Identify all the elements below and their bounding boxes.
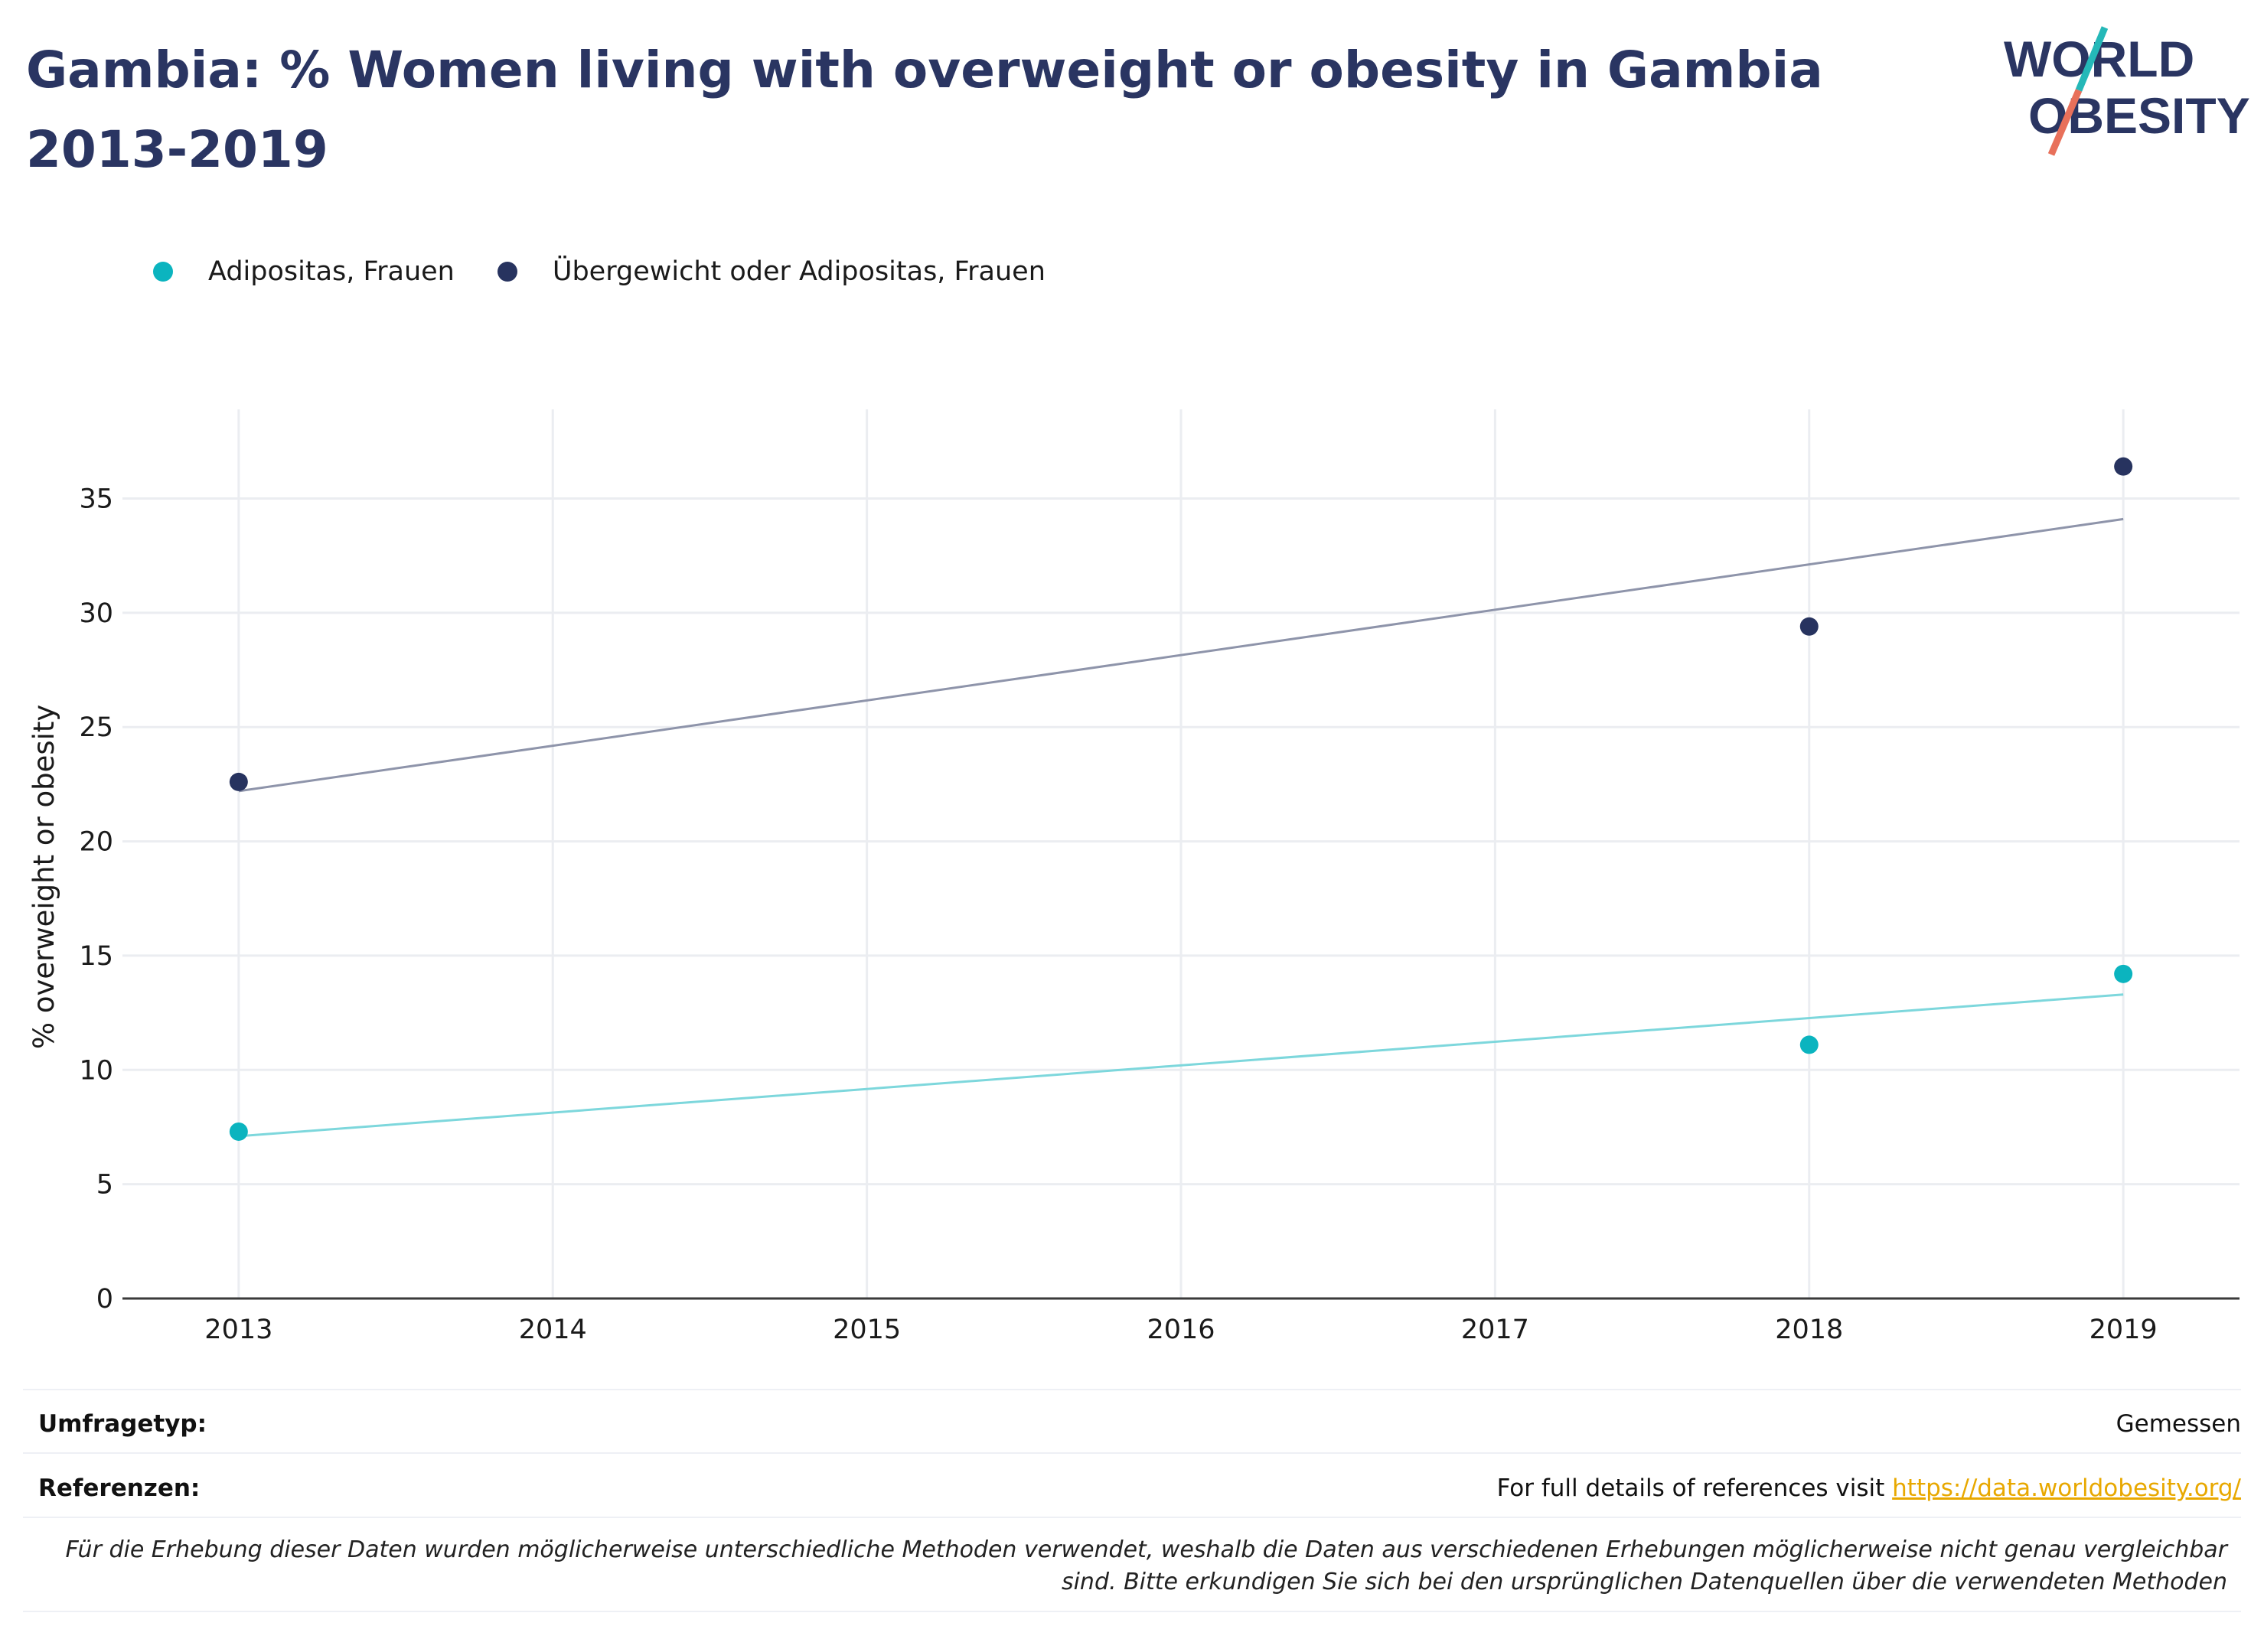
trendline-overweight — [238, 517, 2124, 793]
x-tick-label: 2017 — [1461, 1315, 1529, 1339]
data-point-overweight — [2114, 457, 2133, 476]
logo-slash-top — [2075, 26, 2109, 92]
y-tick-label: 15 — [79, 941, 113, 972]
legend-marker-overweight — [497, 262, 517, 282]
x-tick-label: 2019 — [2089, 1315, 2158, 1339]
x-tick-label: 2016 — [1147, 1315, 1215, 1339]
world-obesity-logo: WORLD OBESITY — [2004, 26, 2250, 156]
data-point-overweight — [1799, 617, 1819, 636]
survey-type-value: Gemessen — [2116, 1410, 2241, 1438]
references-prefix: For full details of references visit — [1496, 1474, 1893, 1502]
footer-divider-mid — [23, 1452, 2241, 1454]
x-tick-label: 2015 — [833, 1315, 901, 1339]
data-point-obesity — [2114, 964, 2133, 983]
y-axis-title: % overweight or obesity — [28, 705, 60, 1049]
footer-divider-low — [23, 1517, 2241, 1518]
legend-label-overweight: Übergewicht oder Adipositas, Frauen — [552, 256, 1046, 287]
scatter-chart: 0 5 10 15 20 25 30 35 2013 2014 2015 2016 2017 2018 20… — [28, 409, 2240, 1339]
x-tick-label: 2018 — [1775, 1315, 1843, 1339]
x-tick-label: 2013 — [204, 1315, 272, 1339]
references-label: Referenzen: — [38, 1474, 201, 1502]
legend-item-overweight[interactable]: Übergewicht oder Adipositas, Frauen — [497, 256, 1046, 287]
references-text: For full details of references visit htt… — [1497, 1474, 2241, 1502]
y-tick-label: 30 — [79, 598, 113, 629]
legend-label-obesity: Adipositas, Frauen — [208, 256, 455, 287]
data-point-obesity — [229, 1122, 248, 1141]
y-tick-label: 0 — [96, 1284, 113, 1315]
page-title: Gambia: % Women living with overweight o… — [26, 41, 1823, 179]
trendline-obesity — [238, 993, 2124, 1138]
data-point-overweight — [229, 772, 248, 791]
data-point-obesity — [1799, 1035, 1819, 1054]
survey-type-row: Umfragetyp: Gemessen — [23, 1406, 2256, 1442]
logo-slash-bottom — [2047, 89, 2083, 156]
legend-marker-obesity — [153, 262, 173, 282]
x-tick-label: 2014 — [519, 1315, 587, 1339]
y-tick-label: 10 — [79, 1055, 113, 1086]
y-tick-label: 20 — [79, 827, 113, 858]
y-tick-label: 35 — [79, 484, 113, 514]
legend-item-obesity[interactable]: Adipositas, Frauen — [153, 256, 455, 287]
methodology-note: Für die Erhebung dieser Daten wurden mög… — [65, 1536, 2227, 1595]
y-tick-label: 25 — [79, 712, 113, 743]
references-link[interactable]: https://data.worldobesity.org/ — [1892, 1474, 2241, 1502]
references-row: Referenzen: For full details of referenc… — [23, 1469, 2256, 1507]
footer-divider-bottom — [23, 1611, 2241, 1612]
chart-legend: Adipositas, Frauen Übergewicht oder Adip… — [153, 253, 1088, 291]
survey-type-label: Umfragetyp: — [38, 1410, 207, 1438]
y-tick-label: 5 — [96, 1170, 113, 1201]
footer-divider-top — [23, 1389, 2241, 1390]
